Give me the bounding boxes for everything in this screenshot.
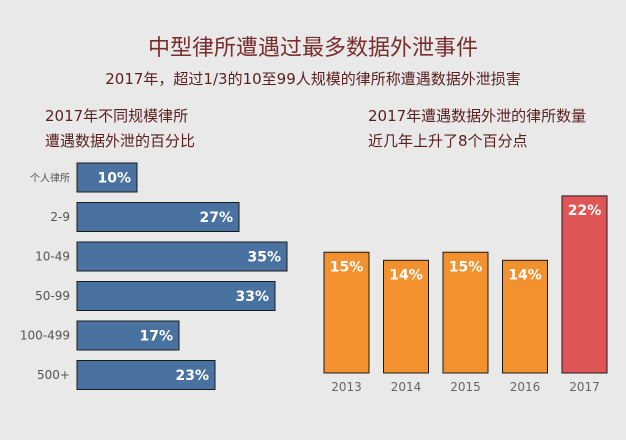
- left-category-label-2: 10-49: [35, 250, 70, 264]
- right-bar-value-2016: 14%: [508, 267, 542, 283]
- right-bar-2016: [502, 259, 548, 374]
- left-category-label-0: 个人律所: [30, 172, 70, 185]
- right-year-label-2014: 2014: [391, 380, 422, 394]
- left-bar-value-3: 33%: [235, 289, 269, 305]
- left-category-label-4: 100-499: [20, 329, 70, 343]
- left-category-label-1: 2-9: [50, 210, 70, 224]
- left-bar-3: [76, 281, 276, 311]
- left-bar-value-5: 23%: [175, 368, 209, 384]
- left-chart-heading: 2017年不同规模律所 遭遇数据外泄的百分比: [45, 104, 195, 154]
- left-bar-2: [76, 241, 288, 272]
- right-year-label-2016: 2016: [510, 380, 541, 394]
- right-bar-value-2015: 15%: [449, 259, 483, 275]
- left-bar-value-1: 27%: [199, 210, 233, 226]
- left-bar-5: [76, 360, 216, 390]
- right-heading-line-2: 近几年上升了8个百分点: [368, 132, 528, 150]
- right-bar-value-2017: 22%: [568, 203, 602, 219]
- left-category-label-3: 50-99: [35, 289, 70, 303]
- right-year-label-2017: 2017: [569, 380, 600, 394]
- right-heading-line-1: 2017年遭遇数据外泄的律所数量: [368, 107, 587, 125]
- right-bar-value-2014: 14%: [389, 267, 423, 283]
- left-bar-0: [76, 162, 138, 193]
- left-category-label-5: 500+: [37, 368, 70, 382]
- right-bar-2017: [561, 195, 608, 374]
- right-chart-heading: 2017年遭遇数据外泄的律所数量 近几年上升了8个百分点: [368, 104, 586, 154]
- right-bar-value-2013: 15%: [330, 259, 364, 275]
- left-heading-line-2: 遭遇数据外泄的百分比: [45, 132, 196, 150]
- left-bar-1: [76, 202, 240, 232]
- chart-title: 中型律所遭遇过最多数据外泄事件: [147, 36, 478, 61]
- left-bar-value-4: 17%: [139, 329, 173, 345]
- right-bar-2014: [383, 259, 429, 374]
- right-bar-2013: [323, 251, 370, 374]
- right-year-label-2015: 2015: [450, 380, 481, 394]
- right-year-label-2013: 2013: [331, 380, 362, 394]
- left-bar-value-2: 35%: [247, 250, 281, 266]
- left-bar-value-0: 10%: [97, 171, 131, 187]
- chart-subtitle: 2017年，超过1/3的10至99人规模的律所称遭遇数据外泄损害: [105, 70, 521, 88]
- left-heading-line-1: 2017年不同规模律所: [45, 107, 189, 125]
- right-bar-2015: [442, 251, 489, 374]
- left-bar-4: [76, 320, 180, 351]
